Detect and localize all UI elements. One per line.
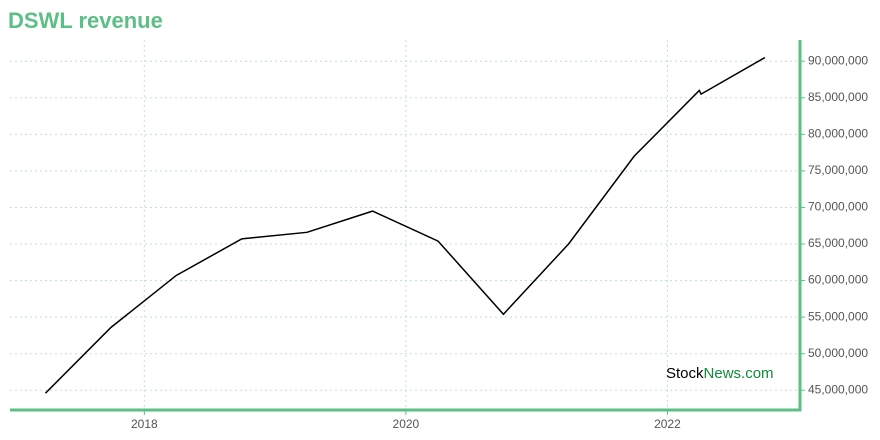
y-tick-label: 75,000,000 — [808, 163, 868, 177]
x-tick-label: 2022 — [654, 417, 681, 431]
y-tick-label: 80,000,000 — [808, 126, 868, 140]
y-tick-label: 70,000,000 — [808, 200, 868, 214]
y-tick-label: 60,000,000 — [808, 273, 868, 287]
y-tick-label: 85,000,000 — [808, 90, 868, 104]
watermark-stock: Stock — [666, 365, 704, 382]
x-tick-label: 2020 — [393, 417, 420, 431]
y-tick-label: 65,000,000 — [808, 236, 868, 250]
y-tick-label: 45,000,000 — [808, 382, 868, 396]
y-tick-label: 55,000,000 — [808, 309, 868, 323]
y-tick-label: 50,000,000 — [808, 346, 868, 360]
watermark-news: News.com — [704, 365, 774, 382]
line-series — [44, 56, 766, 394]
watermark: StockNews.com — [666, 365, 774, 382]
chart-title: DSWL revenue — [8, 8, 163, 33]
x-tick-label: 2018 — [131, 417, 158, 431]
y-tick-label: 90,000,000 — [808, 53, 868, 67]
